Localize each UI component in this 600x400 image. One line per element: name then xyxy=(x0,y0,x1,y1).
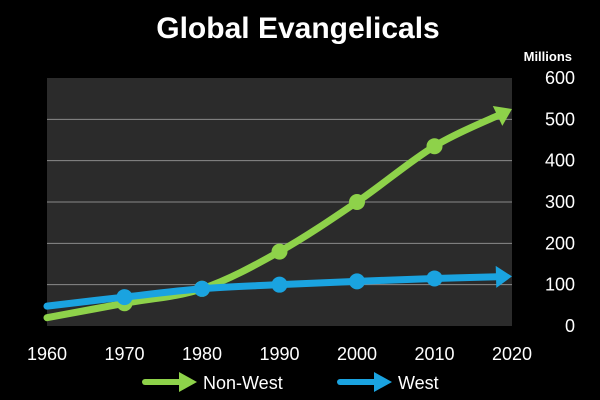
x-tick-label: 2000 xyxy=(337,344,377,364)
data-point xyxy=(271,243,288,260)
arrow-head-icon xyxy=(495,265,512,288)
y-axis-label: Millions xyxy=(524,49,572,64)
series-west xyxy=(43,265,512,310)
x-tick-label: 2020 xyxy=(492,344,532,364)
data-point xyxy=(426,138,443,155)
arrow-head-icon xyxy=(492,106,512,126)
legend-item: West xyxy=(337,372,439,393)
x-tick-label: 1990 xyxy=(259,344,299,364)
y-tick-label: 400 xyxy=(545,151,575,171)
x-tick-label: 1980 xyxy=(182,344,222,364)
x-tick-label: 1960 xyxy=(27,344,67,364)
data-point xyxy=(271,276,288,293)
series-group xyxy=(43,106,512,322)
legend-label: Non-West xyxy=(203,373,283,393)
legend-arrow-icon xyxy=(179,372,197,392)
data-point xyxy=(349,273,365,290)
y-tick-label: 500 xyxy=(545,109,575,129)
legend-arrow-icon xyxy=(374,372,392,392)
legend: Non-West West xyxy=(142,372,439,393)
y-tick-label: 100 xyxy=(545,275,575,295)
y-tick-label: 300 xyxy=(545,192,575,212)
x-tick-label: 2010 xyxy=(414,344,454,364)
data-point xyxy=(426,270,443,287)
y-tick-label: 200 xyxy=(545,233,575,253)
legend-label: West xyxy=(398,373,439,393)
legend-item: Non-West xyxy=(142,372,283,393)
x-axis-ticks: 1960 1970 1980 1990 2000 2010 2020 xyxy=(27,344,532,364)
y-tick-label: 600 xyxy=(545,68,575,88)
x-tick-label: 1970 xyxy=(104,344,144,364)
y-tick-label: 0 xyxy=(565,316,575,336)
data-point xyxy=(116,289,133,306)
y-axis-ticks: 0 100 200 300 400 500 600 xyxy=(545,68,575,336)
data-point xyxy=(349,194,365,210)
chart-title: Global Evangelicals xyxy=(156,12,439,45)
data-point xyxy=(194,280,210,297)
